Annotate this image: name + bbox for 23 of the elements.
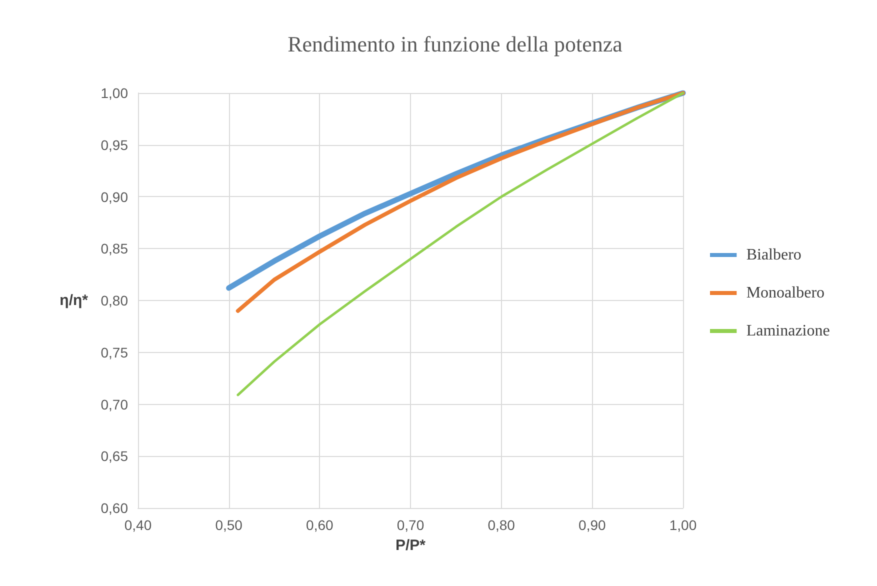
y-tick-label: 0,95 — [100, 136, 128, 153]
y-tick-label: 0,80 — [100, 292, 128, 308]
x-tick-label: 1,00 — [669, 517, 697, 533]
x-tick-label: 0,80 — [488, 517, 516, 533]
legend-label: Laminazione — [746, 322, 830, 340]
y-axis-title: η/η* — [60, 292, 88, 309]
x-tick-label: 0,70 — [396, 517, 424, 533]
x-tick-label: 0,40 — [124, 517, 152, 533]
chart-title: Rendimento in funzione della potenza — [288, 32, 623, 56]
x-tick-label: 0,60 — [306, 517, 334, 533]
y-tick-label: 1,00 — [100, 85, 128, 101]
line-series — [236, 92, 684, 396]
y-tick-label: 0,65 — [100, 448, 128, 464]
legend-label: Bialbero — [746, 246, 802, 264]
x-axis-title: P/P* — [395, 537, 426, 554]
legend-label: Monoalbero — [746, 284, 825, 302]
y-tick-label: 0,90 — [100, 188, 128, 205]
y-tick-label: 0,70 — [100, 396, 128, 412]
x-tick-label: 0,50 — [215, 517, 243, 533]
y-tick-label: 0,85 — [100, 240, 128, 257]
y-tick-label: 0,60 — [100, 500, 128, 516]
x-tick-label: 0,90 — [578, 517, 606, 533]
y-tick-label: 0,75 — [100, 344, 128, 360]
